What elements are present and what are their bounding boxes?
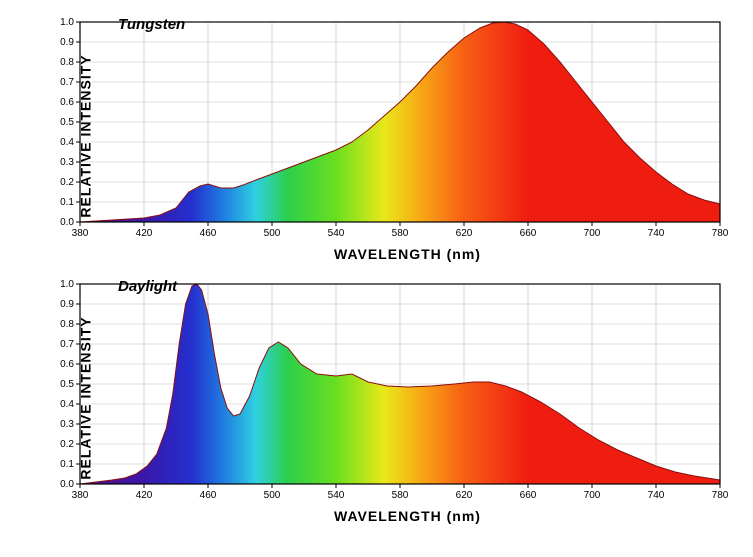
y-tick-label: 0.5 xyxy=(60,379,74,390)
y-tick-label: 0.1 xyxy=(60,197,74,208)
x-tick-label: 660 xyxy=(520,490,537,501)
y-tick-label: 0.3 xyxy=(60,419,74,430)
x-tick-label: 420 xyxy=(136,490,153,501)
y-tick-label: 0.3 xyxy=(60,157,74,168)
y-tick-label: 0.4 xyxy=(60,399,74,410)
y-tick-label: 0.6 xyxy=(60,359,74,370)
x-tick-label: 700 xyxy=(584,490,601,501)
x-tick-label: 700 xyxy=(584,228,601,239)
y-tick-label: 0.2 xyxy=(60,439,74,450)
y-tick-label: 0.5 xyxy=(60,117,74,128)
x-tick-label: 580 xyxy=(392,490,409,501)
x-tick-label: 660 xyxy=(520,228,537,239)
chart-title: Daylight xyxy=(118,278,177,295)
x-tick-label: 420 xyxy=(136,228,153,239)
y-tick-label: 0.4 xyxy=(60,137,74,148)
y-tick-label: 0.8 xyxy=(60,319,74,330)
chart-svg: 380 420 460 500 540 580 620 660 700 740 780 0.0 0.1 0… xyxy=(10,272,735,506)
y-axis-label: RELATIVE INTENSITY xyxy=(78,54,94,217)
y-tick-label: 0.0 xyxy=(60,479,74,490)
x-tick-label: 540 xyxy=(328,228,345,239)
y-tick-label: 0.7 xyxy=(60,77,74,88)
chart-svg: 380 420 460 500 540 580 620 660 700 740 780 0.0 0.1 0… xyxy=(10,10,735,244)
x-tick-label: 780 xyxy=(712,228,729,239)
x-tick-label: 740 xyxy=(648,490,665,501)
x-tick-label: 380 xyxy=(72,228,89,239)
x-axis-label: WAVELENGTH (nm) xyxy=(10,508,735,524)
y-tick-label: 0.1 xyxy=(60,459,74,470)
x-axis-label: WAVELENGTH (nm) xyxy=(10,246,735,262)
x-tick-label: 460 xyxy=(200,228,217,239)
x-tick-label: 620 xyxy=(456,228,473,239)
y-tick-label: 0.2 xyxy=(60,177,74,188)
y-tick-label: 0.6 xyxy=(60,97,74,108)
spectrum-chart: RELATIVE INTENSITY Daylight 380 420 460 500 54… xyxy=(10,272,743,524)
spectrum-chart: RELATIVE INTENSITY Tungsten 380 420 460 500 54… xyxy=(10,10,743,262)
y-tick-label: 1.0 xyxy=(60,279,74,290)
y-tick-label: 0.8 xyxy=(60,57,74,68)
y-axis-label: RELATIVE INTENSITY xyxy=(78,316,94,479)
x-tick-label: 460 xyxy=(200,490,217,501)
y-tick-label: 1.0 xyxy=(60,17,74,28)
x-tick-label: 780 xyxy=(712,490,729,501)
x-tick-label: 500 xyxy=(264,228,281,239)
y-tick-label: 0.9 xyxy=(60,299,74,310)
chart-title: Tungsten xyxy=(118,16,185,33)
x-tick-label: 380 xyxy=(72,490,89,501)
x-tick-label: 620 xyxy=(456,490,473,501)
y-tick-label: 0.9 xyxy=(60,37,74,48)
x-tick-label: 540 xyxy=(328,490,345,501)
x-tick-label: 580 xyxy=(392,228,409,239)
y-tick-label: 0.7 xyxy=(60,339,74,350)
x-tick-label: 740 xyxy=(648,228,665,239)
x-tick-label: 500 xyxy=(264,490,281,501)
y-tick-label: 0.0 xyxy=(60,217,74,228)
